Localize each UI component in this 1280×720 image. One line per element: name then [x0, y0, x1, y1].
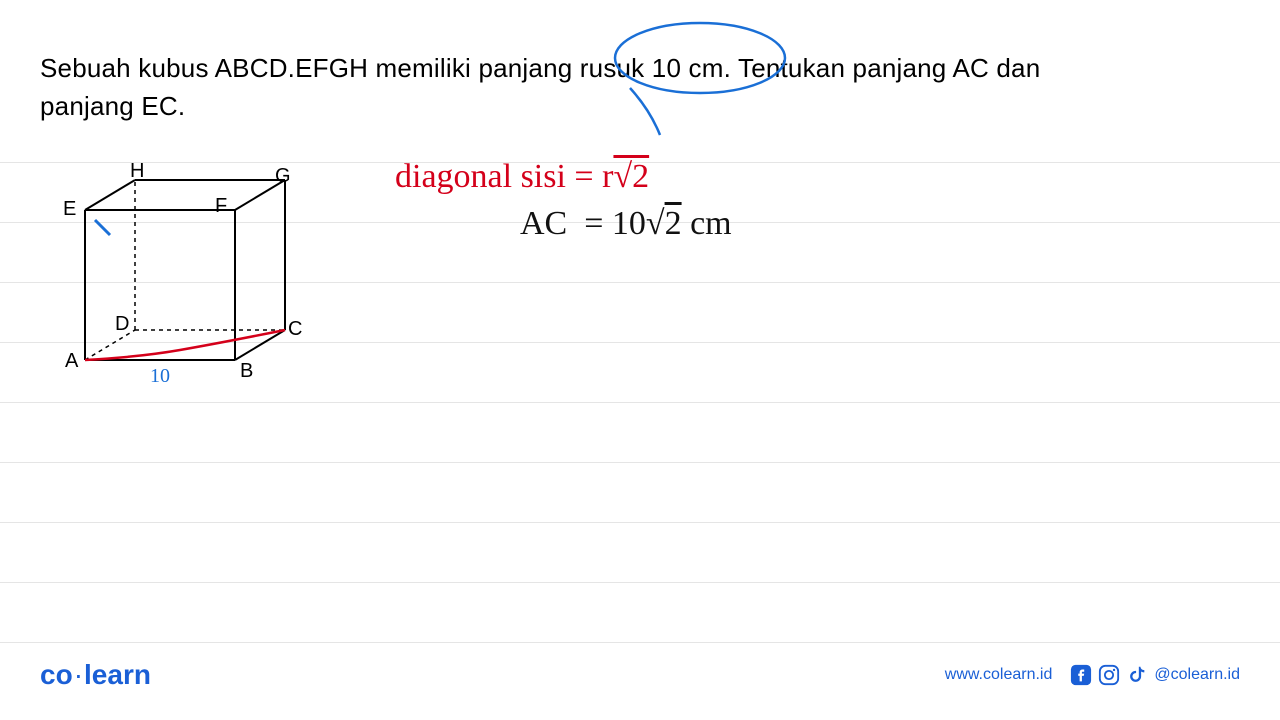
formula-ac: AC = 10√2 cm	[520, 205, 732, 243]
instagram-icon	[1098, 664, 1120, 686]
tiktok-icon	[1126, 664, 1148, 686]
formula-diagonal-sisi: diagonal sisi = r√2	[395, 158, 649, 196]
cube-label-d: D	[115, 313, 129, 336]
ruled-line	[0, 462, 1280, 463]
cube-label-f: F	[215, 195, 227, 218]
ruled-line	[0, 522, 1280, 523]
facebook-icon	[1070, 664, 1092, 686]
website-url: www.colearn.id	[945, 666, 1053, 684]
cube-label-c: C	[288, 318, 302, 341]
footer: co·learn www.colearn.id @colearn.id	[0, 655, 1280, 695]
logo-co: co	[40, 659, 73, 690]
problem-line-2: panjang EC.	[40, 91, 185, 121]
cube-svg	[60, 165, 300, 405]
ruled-line	[0, 642, 1280, 643]
cube-label-a: A	[65, 350, 78, 373]
social-links: @colearn.id	[1070, 664, 1240, 686]
problem-line-1: Sebuah kubus ABCD.EFGH memiliki panjang …	[40, 53, 1040, 83]
cube-label-b: B	[240, 360, 253, 383]
cube-edge-length: 10	[150, 365, 170, 388]
social-handle: @colearn.id	[1154, 666, 1240, 684]
ruled-line	[0, 582, 1280, 583]
cube-diagram: A B C D E F G H 10	[60, 165, 300, 395]
cube-label-h: H	[130, 160, 144, 183]
brand-logo: co·learn	[40, 659, 151, 691]
problem-statement: Sebuah kubus ABCD.EFGH memiliki panjang …	[40, 50, 1240, 125]
cube-label-e: E	[63, 198, 76, 221]
logo-learn: learn	[84, 659, 151, 690]
cube-label-g: G	[275, 165, 291, 188]
